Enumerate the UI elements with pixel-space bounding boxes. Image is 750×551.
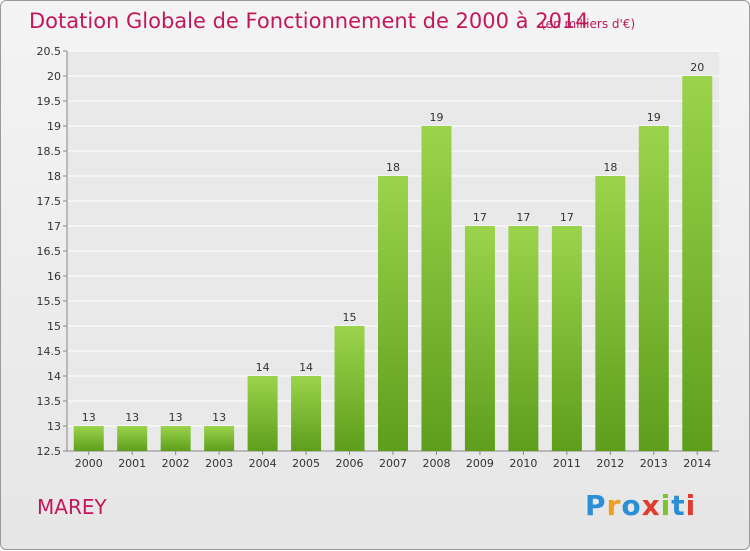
- x-tick-label: 2006: [336, 457, 364, 470]
- y-tick-label: 17: [47, 220, 61, 233]
- x-tick-label: 2013: [640, 457, 668, 470]
- y-tick-label: 19: [47, 120, 61, 133]
- bar-2005: [291, 376, 322, 451]
- bar-2000: [73, 426, 104, 451]
- value-label: 18: [603, 161, 617, 174]
- value-label: 13: [125, 411, 139, 424]
- y-tick-label: 14: [47, 370, 61, 383]
- logo-letter: P: [585, 489, 607, 522]
- value-label: 15: [343, 311, 357, 324]
- value-label: 13: [169, 411, 183, 424]
- y-tick-label: 17.5: [37, 195, 62, 208]
- x-tick-label: 2004: [249, 457, 277, 470]
- y-tick-label: 16.5: [37, 245, 62, 258]
- value-label: 13: [82, 411, 96, 424]
- y-tick-label: 13.5: [37, 395, 62, 408]
- logo-letter: i: [685, 489, 697, 522]
- bar-2012: [595, 176, 626, 451]
- x-tick-label: 2002: [162, 457, 190, 470]
- chart-unit: (en milliers d'€): [541, 17, 636, 31]
- y-tick-label: 18.5: [37, 145, 62, 158]
- value-label: 17: [516, 211, 530, 224]
- y-tick-label: 18: [47, 170, 61, 183]
- bar-2014: [682, 76, 713, 451]
- value-label: 13: [212, 411, 226, 424]
- logo-letter: x: [641, 489, 661, 522]
- bar-2007: [378, 176, 408, 451]
- bar-2008: [421, 126, 452, 451]
- bar-2011: [551, 226, 582, 451]
- bar-2001: [117, 426, 148, 451]
- bar-2013: [638, 126, 669, 451]
- x-tick-label: 2005: [292, 457, 320, 470]
- commune-name: MAREY: [37, 495, 107, 519]
- y-tick-label: 16: [47, 270, 61, 283]
- value-label: 14: [299, 361, 313, 374]
- x-tick-label: 2009: [466, 457, 494, 470]
- x-tick-label: 2011: [553, 457, 581, 470]
- y-tick-label: 14.5: [37, 345, 62, 358]
- value-label: 18: [386, 161, 400, 174]
- y-tick-label: 19.5: [37, 95, 62, 108]
- bar-2006: [334, 326, 365, 451]
- bar-2002: [160, 426, 191, 451]
- value-label: 20: [690, 61, 704, 74]
- logo-letter: r: [606, 489, 622, 522]
- logo-letter: i: [660, 489, 672, 522]
- y-tick-label: 15: [47, 320, 61, 333]
- y-tick-label: 13: [47, 420, 61, 433]
- y-tick-label: 12.5: [37, 445, 62, 458]
- x-tick-label: 2003: [205, 457, 233, 470]
- bar-2004: [247, 376, 278, 451]
- x-tick-label: 2001: [118, 457, 146, 470]
- bar-2010: [508, 226, 539, 451]
- logo-letter: t: [671, 489, 686, 522]
- value-label: 19: [647, 111, 661, 124]
- bar-2003: [204, 426, 235, 451]
- value-label: 17: [473, 211, 487, 224]
- value-label: 19: [429, 111, 443, 124]
- x-tick-label: 2000: [75, 457, 103, 470]
- y-tick-label: 15.5: [37, 295, 62, 308]
- x-tick-label: 2008: [422, 457, 450, 470]
- bar-2009: [464, 226, 495, 451]
- x-tick-label: 2007: [379, 457, 407, 470]
- x-tick-label: 2014: [683, 457, 711, 470]
- proxiti-logo: Proxiti: [585, 489, 696, 522]
- value-label: 14: [256, 361, 270, 374]
- value-label: 17: [560, 211, 574, 224]
- chart-title: Dotation Globale de Fonctionnement de 20…: [29, 9, 589, 33]
- x-tick-label: 2012: [596, 457, 624, 470]
- x-tick-label: 2010: [509, 457, 537, 470]
- y-tick-label: 20: [47, 70, 61, 83]
- logo-letter: o: [621, 489, 642, 522]
- y-tick-label: 20.5: [37, 45, 62, 58]
